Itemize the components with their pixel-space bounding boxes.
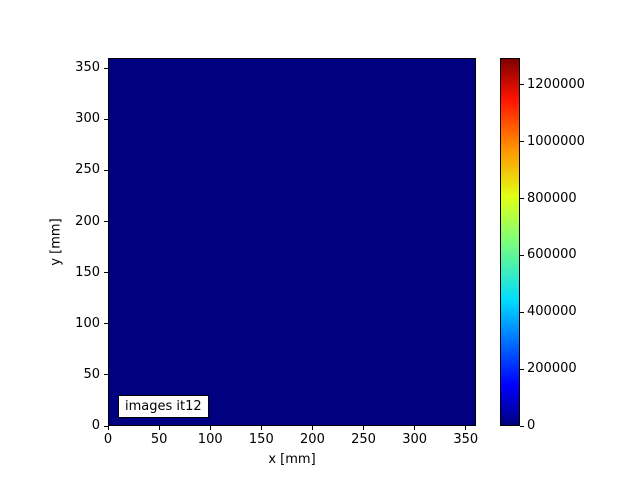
x-tick-label: 150 [248, 432, 274, 447]
y-tick-label: 300 [75, 111, 100, 127]
colorbar-gradient [501, 59, 519, 425]
colorbar-tick-label: 1200000 [527, 76, 585, 92]
y-tick-mark [104, 425, 108, 427]
y-tick-mark [104, 323, 108, 325]
x-tick-mark [414, 426, 416, 430]
y-tick-mark [104, 221, 108, 223]
annotation-label: images it12 [125, 399, 202, 414]
x-tick-mark [260, 426, 262, 430]
colorbar-tick-label: 200000 [527, 361, 577, 377]
x-axis-label: x [mm] [268, 452, 316, 467]
colorbar-tick-label: 0 [527, 418, 536, 433]
y-tick-mark [104, 67, 108, 69]
colorbar [500, 58, 520, 426]
y-tick-mark [104, 118, 108, 120]
colorbar-tick-mark [520, 368, 524, 370]
y-tick-mark [104, 374, 108, 376]
x-tick-label: 200 [300, 432, 325, 447]
colorbar-tick-label: 400000 [527, 304, 577, 320]
y-tick-label: 150 [75, 264, 100, 280]
colorbar-tick-mark [520, 84, 524, 86]
x-tick-label: 300 [402, 432, 428, 447]
x-tick-label: 50 [150, 432, 168, 447]
y-tick-label: 100 [75, 315, 100, 331]
colorbar-tick-mark [520, 425, 524, 427]
y-tick-mark [104, 272, 108, 274]
colorbar-tick-mark [520, 198, 524, 200]
x-tick-label: 100 [197, 432, 223, 447]
y-tick-label: 350 [75, 60, 100, 76]
x-tick-mark [107, 426, 109, 430]
colorbar-tick-mark [520, 141, 524, 143]
colorbar-tick-mark [520, 254, 524, 256]
x-tick-label: 350 [453, 432, 479, 447]
colorbar-tick-label: 1000000 [527, 133, 585, 149]
colorbar-tick-label: 800000 [527, 190, 577, 206]
x-tick-mark [465, 426, 467, 430]
x-tick-mark [363, 426, 365, 430]
x-tick-label: 250 [351, 432, 376, 447]
colorbar-tick-mark [520, 311, 524, 313]
y-tick-label: 200 [75, 213, 100, 229]
heatmap-plot-area[interactable] [108, 58, 476, 426]
x-tick-mark [158, 426, 160, 430]
annotation-box: images it12 [118, 395, 209, 418]
x-tick-mark [209, 426, 211, 430]
y-tick-label: 250 [75, 162, 100, 178]
colorbar-tick-label: 600000 [527, 247, 577, 263]
x-tick-label: 0 [103, 432, 113, 447]
y-tick-label: 50 [83, 366, 100, 382]
y-tick-mark [104, 169, 108, 171]
y-tick-label: 0 [91, 418, 100, 433]
x-tick-mark [311, 426, 313, 430]
